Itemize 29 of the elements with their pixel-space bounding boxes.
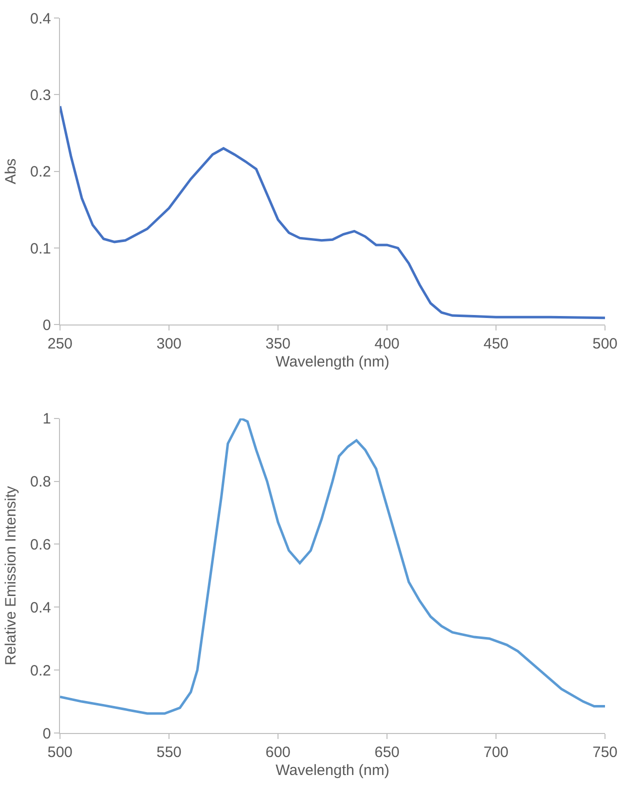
- x-tick-label: 400: [374, 336, 400, 353]
- y-axis-title: Relative Emission Intensity: [2, 486, 20, 666]
- y-tick-label: 0.4: [30, 10, 51, 28]
- y-tick-label: 0.2: [30, 164, 51, 181]
- x-tick-label: 700: [483, 744, 509, 761]
- x-tick-label: 350: [265, 336, 291, 353]
- line-series: [60, 418, 605, 715]
- x-axis-title: Wavelength (nm): [276, 354, 390, 371]
- y-tick-label: 0.2: [30, 662, 51, 680]
- x-tick-label: 600: [265, 744, 291, 761]
- y-tick-label: 0.4: [30, 599, 51, 616]
- x-tick-label: 650: [374, 744, 400, 761]
- y-tick-label: 1: [42, 410, 51, 428]
- x-tick-label: 300: [156, 336, 182, 353]
- x-tick-label: 500: [592, 336, 618, 353]
- x-axis-title: Wavelength (nm): [276, 762, 390, 779]
- line-series: [60, 104, 605, 320]
- y-tick-label: 0.3: [30, 86, 51, 104]
- x-tick-label: 450: [483, 336, 509, 353]
- y-tick-label: 0.6: [30, 536, 51, 554]
- y-tick-label: 0: [42, 316, 51, 334]
- x-tick-label: 500: [47, 744, 73, 761]
- x-tick-label: 750: [592, 744, 618, 761]
- y-tick-label: 0.8: [30, 474, 51, 491]
- y-tick-label: 0.1: [30, 240, 51, 258]
- x-tick-label: 550: [156, 744, 182, 761]
- y-axis-title: Abs: [2, 158, 20, 184]
- x-tick-label: 250: [47, 336, 73, 353]
- y-tick-label: 0: [42, 725, 51, 742]
